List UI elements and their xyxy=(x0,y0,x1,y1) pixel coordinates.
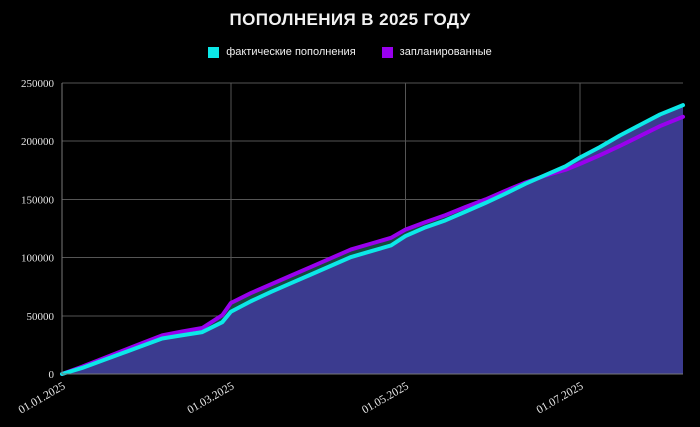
legend-label-actual: фактические пополнения xyxy=(226,46,356,58)
x-tick-label: 01.03.2025 xyxy=(186,380,237,416)
chart-legend: фактические пополнения запланированные xyxy=(0,46,700,58)
y-tick-label: 200000 xyxy=(21,136,55,148)
y-tick-label: 0 xyxy=(49,369,55,381)
axis-layer xyxy=(61,83,683,375)
x-tick-label: 01.05.2025 xyxy=(360,380,411,416)
line-actual xyxy=(60,103,685,376)
y-tick-label: 100000 xyxy=(21,253,55,265)
y-tick-label: 150000 xyxy=(21,194,55,206)
legend-item-actual[interactable]: фактические пополнения xyxy=(208,46,356,58)
legend-swatch-actual xyxy=(208,46,220,58)
area-layer xyxy=(62,105,683,375)
y-axis-tick-labels: 0 50000 100000 150000 200000 250000 xyxy=(21,78,55,381)
legend-label-planned: запланированные xyxy=(399,46,492,58)
x-axis-tick-labels: 01.01.2025 01.03.2025 01.05.2025 01.07.2025 xyxy=(17,380,586,416)
legend-swatch-planned xyxy=(381,46,393,58)
y-tick-label: 50000 xyxy=(27,311,55,323)
x-tick-label: 01.01.2025 xyxy=(17,380,68,416)
x-tick-label: 01.07.2025 xyxy=(535,380,586,416)
line-planned xyxy=(60,114,685,376)
line-layer xyxy=(60,103,685,376)
legend-item-planned[interactable]: запланированные xyxy=(381,46,492,58)
area-actual xyxy=(62,105,683,375)
y-tick-label: 250000 xyxy=(21,78,55,90)
chart-title: ПОПОЛНЕНИЯ В 2025 ГОДУ xyxy=(229,10,471,29)
